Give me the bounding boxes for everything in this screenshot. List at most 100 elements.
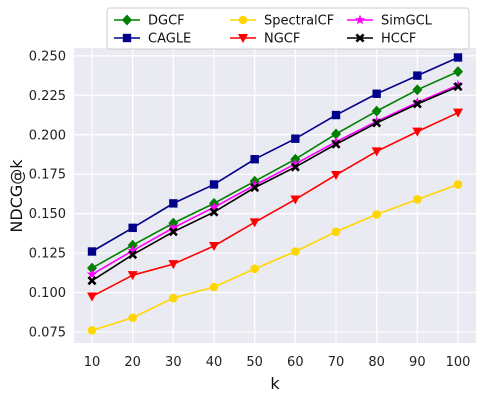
series-line bbox=[91, 84, 459, 276]
legend-label: NGCF bbox=[264, 32, 300, 47]
series-cagle bbox=[87, 53, 463, 256]
data-point bbox=[371, 147, 382, 157]
legend-marker bbox=[122, 33, 132, 43]
y-tick-labels: 0.075 0.100 0.125 0.150 0.175 0.200 0.225 0.250 bbox=[29, 49, 66, 340]
data-point bbox=[453, 108, 463, 118]
data-point bbox=[209, 180, 219, 189]
data-point bbox=[169, 293, 178, 303]
data-point bbox=[127, 245, 138, 256]
data-point bbox=[128, 313, 137, 323]
data-point bbox=[330, 136, 342, 147]
data-point bbox=[291, 247, 300, 256]
data-point bbox=[371, 115, 382, 126]
y-tick-label: 0.250 bbox=[29, 49, 66, 64]
data-point bbox=[331, 128, 341, 140]
series-ngcf bbox=[87, 108, 463, 302]
data-point bbox=[168, 260, 179, 270]
data-point bbox=[209, 241, 219, 251]
y-tick-label: 0.225 bbox=[29, 89, 66, 104]
series-spectralcf bbox=[87, 180, 463, 335]
data-point bbox=[168, 222, 179, 233]
data-point bbox=[372, 118, 382, 128]
data-point bbox=[250, 155, 259, 164]
x-axis-label: k bbox=[270, 374, 280, 393]
legend: DGCF CAGLE SpectralCF NGCF SimGCL HCCF bbox=[106, 7, 470, 50]
data-point bbox=[128, 223, 137, 233]
series-line bbox=[91, 85, 459, 282]
data-point bbox=[250, 264, 259, 274]
data-point bbox=[452, 79, 464, 90]
data-point bbox=[87, 247, 97, 256]
data-point bbox=[86, 268, 98, 279]
legend-marker bbox=[122, 14, 132, 26]
x-tick-label: 50 bbox=[246, 355, 263, 370]
legend-box bbox=[106, 7, 470, 50]
data-point bbox=[290, 158, 301, 169]
x-tick-label: 40 bbox=[206, 355, 223, 370]
legend-item: SpectralCF bbox=[230, 14, 334, 29]
legend-marker bbox=[238, 34, 248, 43]
x-tick-labels: 10 20 30 40 50 60 70 80 90 100 bbox=[84, 355, 471, 370]
legend-label: DGCF bbox=[148, 14, 185, 29]
data-point bbox=[290, 162, 300, 172]
data-point bbox=[372, 89, 381, 98]
y-axis-label: NDCG@k bbox=[7, 159, 26, 233]
y-tick-label: 0.125 bbox=[29, 247, 66, 262]
data-point bbox=[371, 105, 382, 117]
x-tick-label: 90 bbox=[409, 355, 426, 370]
data-point bbox=[453, 180, 463, 189]
data-point bbox=[87, 276, 97, 286]
legend-item: HCCF bbox=[347, 32, 416, 47]
data-point bbox=[291, 134, 300, 143]
y-tick-label: 0.100 bbox=[29, 286, 66, 301]
data-point bbox=[209, 282, 219, 292]
series-layer bbox=[86, 53, 464, 335]
data-point bbox=[168, 227, 178, 237]
legend-marker bbox=[238, 15, 248, 25]
legend-marker bbox=[354, 14, 366, 25]
y-tick-label: 0.200 bbox=[29, 128, 66, 143]
data-point bbox=[331, 227, 341, 237]
legend-item: SimGCL bbox=[347, 14, 433, 29]
x-tick-label: 20 bbox=[124, 355, 141, 370]
data-point bbox=[250, 183, 260, 193]
data-point bbox=[453, 66, 463, 78]
x-tick-label: 30 bbox=[165, 355, 182, 370]
series-line bbox=[91, 111, 459, 298]
data-point bbox=[249, 179, 260, 190]
legend-item: NGCF bbox=[230, 32, 300, 47]
data-point bbox=[331, 110, 341, 120]
x-tick-label: 60 bbox=[287, 355, 304, 370]
series-simgcl bbox=[86, 79, 464, 279]
legend-item: CAGLE bbox=[114, 32, 191, 47]
legend-marker bbox=[355, 33, 365, 43]
series-line bbox=[91, 183, 459, 332]
data-point bbox=[413, 195, 422, 204]
x-tick-label: 100 bbox=[446, 355, 471, 370]
data-point bbox=[169, 199, 178, 208]
data-point bbox=[208, 201, 220, 212]
legend-label: HCCF bbox=[381, 32, 416, 47]
data-point bbox=[290, 195, 301, 205]
data-point bbox=[453, 53, 463, 62]
data-point bbox=[87, 262, 97, 274]
y-tick-label: 0.175 bbox=[29, 168, 66, 183]
legend-label: SimGCL bbox=[381, 14, 433, 29]
data-point bbox=[372, 210, 381, 219]
x-tick-label: 70 bbox=[328, 355, 345, 370]
data-point bbox=[331, 139, 341, 149]
data-point bbox=[127, 271, 138, 281]
data-point bbox=[453, 82, 463, 92]
data-point bbox=[249, 218, 260, 228]
data-point bbox=[412, 96, 423, 107]
data-point bbox=[412, 84, 423, 96]
x-tick-label: 10 bbox=[84, 355, 101, 370]
plot-background bbox=[74, 48, 476, 343]
data-point bbox=[412, 99, 422, 109]
data-point bbox=[209, 207, 219, 217]
data-point bbox=[412, 127, 423, 137]
y-tick-label: 0.150 bbox=[29, 207, 66, 222]
series-line bbox=[91, 70, 459, 269]
data-point bbox=[413, 71, 422, 80]
